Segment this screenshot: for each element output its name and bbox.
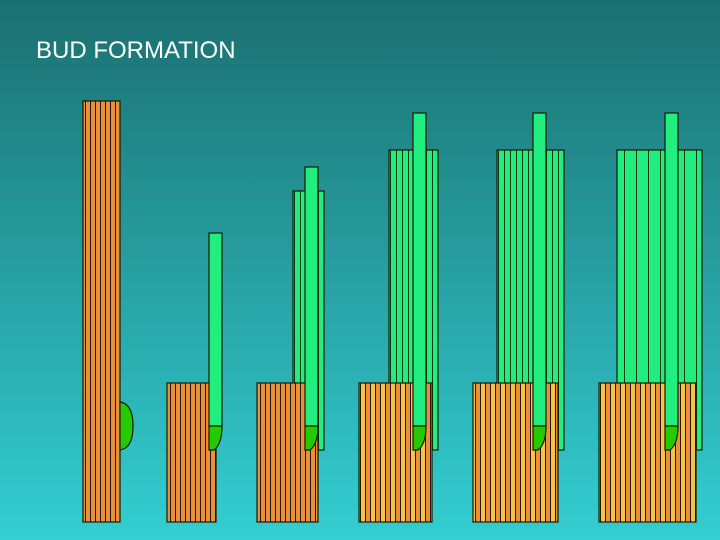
shoot bbox=[532, 112, 547, 427]
shoot bbox=[664, 112, 679, 427]
stump bbox=[166, 382, 217, 523]
stage-5 bbox=[472, 112, 565, 523]
stem bbox=[82, 100, 121, 523]
stage-6 bbox=[598, 112, 703, 523]
stage-2 bbox=[166, 232, 223, 523]
bud bbox=[119, 401, 134, 451]
stage-1 bbox=[82, 100, 134, 523]
shoot bbox=[208, 232, 223, 427]
stage-3 bbox=[256, 166, 325, 523]
stump bbox=[598, 382, 697, 523]
bud bbox=[208, 425, 223, 451]
bud bbox=[304, 425, 319, 451]
bud bbox=[532, 425, 547, 451]
stage-4 bbox=[358, 112, 439, 523]
shoot bbox=[412, 112, 427, 427]
shoot bbox=[304, 166, 319, 427]
slide-title: BUD FORMATION bbox=[36, 37, 236, 64]
bud bbox=[412, 425, 427, 451]
stump bbox=[472, 382, 559, 523]
bud bbox=[664, 425, 679, 451]
